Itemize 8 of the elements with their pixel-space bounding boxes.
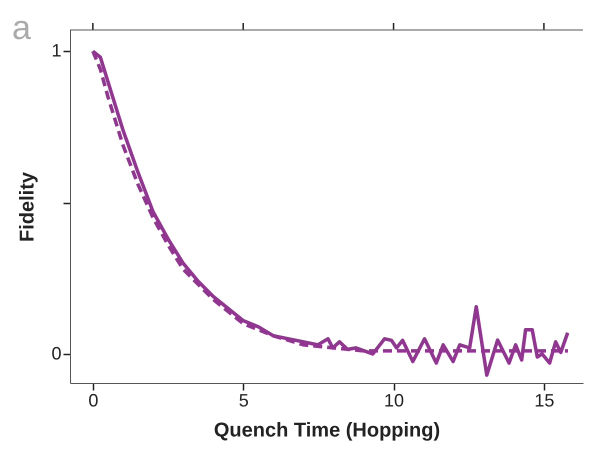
- x-tick-label: 0: [88, 390, 98, 410]
- x-tick-label: 15: [534, 390, 554, 410]
- x-tick-label: 10: [384, 390, 404, 410]
- y-axis-title: Fidelity: [16, 171, 38, 242]
- x-tick-label: 5: [238, 390, 249, 410]
- y-tick-label: 1: [51, 40, 62, 61]
- text: a: [12, 9, 31, 47]
- x-axis-title: Quench Time (Hopping): [214, 420, 440, 442]
